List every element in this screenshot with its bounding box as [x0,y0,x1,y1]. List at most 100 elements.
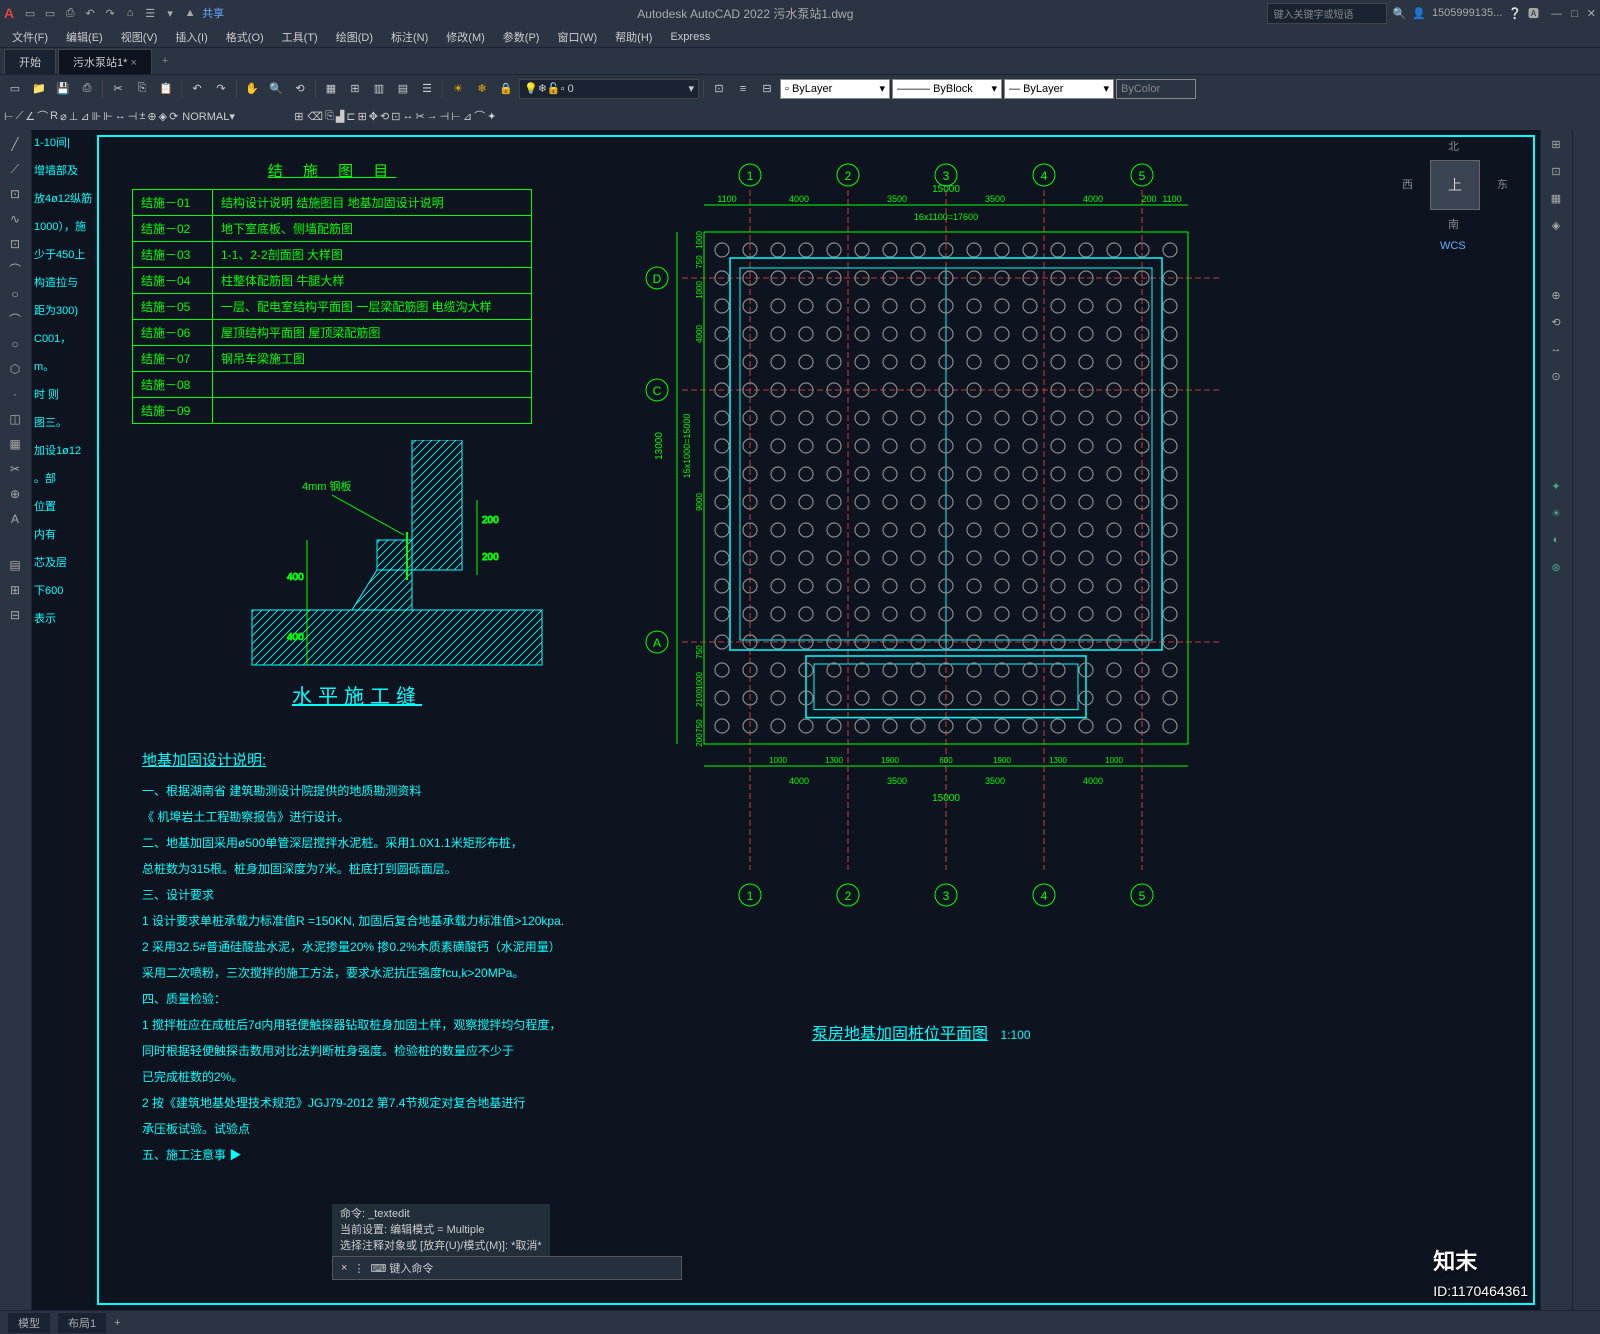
mod-fillet-icon[interactable]: ⌒ [474,108,485,124]
block-icon[interactable]: ⬡ [2,357,28,381]
layer-combo[interactable]: 💡❄🔓▫ 0▾ [519,79,699,99]
cmd-handle-icon[interactable]: ⋮ [353,1262,364,1275]
dim-space-icon[interactable]: ↔ [115,110,126,122]
qat-redo-icon[interactable]: ↷ [102,5,118,21]
pan-icon[interactable]: ✋ [241,78,263,100]
qat-save-icon[interactable]: ⎙ [62,5,78,21]
qat-share-label[interactable]: 共享 [202,5,224,21]
help-icon[interactable]: ❔ [1508,7,1522,20]
menu-file[interactable]: 文件(F) [4,27,56,47]
dim-angular-icon[interactable]: ∠ [25,110,35,123]
mod-trim-icon[interactable]: ✂ [415,110,424,123]
layerstate-icon[interactable]: ⊡ [708,78,730,100]
rpan12-icon[interactable]: ⊛ [1543,555,1569,579]
mod-join-icon[interactable]: ⊢ [451,110,461,123]
dim-baseline-icon[interactable]: ⊪ [92,110,102,123]
make-block-icon[interactable]: ⊞ [2,578,28,602]
tab-close-icon[interactable]: × [130,57,136,69]
qat-home-icon[interactable]: ⌂ [122,5,138,21]
point-icon[interactable]: · [2,382,28,406]
dim-ordinate-icon[interactable]: ⊥ [69,110,79,123]
menu-dimension[interactable]: 标注(N) [383,27,436,47]
mod-offset-icon[interactable]: ⊏ [346,110,355,123]
zoom-icon[interactable]: 🔍 [265,78,287,100]
layout-tab[interactable]: 布局1 [58,1313,106,1333]
undo2-icon[interactable]: ↶ [186,78,208,100]
dim-break-icon[interactable]: ⊣ [128,110,138,123]
line-icon[interactable]: ╱ [2,132,28,156]
rpan5-icon[interactable]: ⊕ [1543,283,1569,307]
rpan6-icon[interactable]: ⟲ [1543,310,1569,334]
print-icon[interactable]: ⎙ [76,78,98,100]
menu-format[interactable]: 格式(O) [218,27,272,47]
mod-array-icon[interactable]: ⊞ [358,110,367,123]
paste-icon[interactable]: 📋 [155,78,177,100]
props-icon[interactable]: ▦ [320,78,342,100]
drawing-canvas[interactable]: 结 施 图 目 结施－01结构设计说明 结施图目 地基加固设计说明结施－02地下… [92,130,1540,1310]
mod-mirror-icon[interactable]: ▟ [336,110,344,123]
menu-modify[interactable]: 修改(M) [438,27,493,47]
spline-icon[interactable]: ⌒ [2,307,28,331]
lineweight-combo[interactable]: — ByLayer▾ [1004,79,1114,99]
cmd-close-icon[interactable]: × [341,1262,347,1274]
mod-stretch-icon[interactable]: ↔ [402,110,413,122]
orbit-icon[interactable]: ⟲ [289,78,311,100]
cut-icon[interactable]: ✂ [107,78,129,100]
autodesk-icon[interactable]: 🅰 [1528,5,1539,21]
rpan8-icon[interactable]: ⊙ [1543,364,1569,388]
toolpalette-icon[interactable]: ▥ [368,78,390,100]
dim-arc-icon[interactable]: ⌒ [37,108,48,124]
qat-dropdown-icon[interactable]: ▾ [162,5,178,21]
layermatch-icon[interactable]: ≡ [732,78,754,100]
tab-start[interactable]: 开始 [4,49,56,74]
designcenter-icon[interactable]: ⊞ [344,78,366,100]
mod-break-icon[interactable]: ⊣ [440,110,450,123]
rpan4-icon[interactable]: ◈ [1543,213,1569,237]
close-button[interactable]: ✕ [1587,8,1596,20]
edit-block-icon[interactable]: ⊟ [2,603,28,627]
dim-jogged-icon[interactable]: ⊿ [80,110,89,123]
menu-help[interactable]: 帮助(H) [607,27,660,47]
rpan11-icon[interactable]: ◐ [1543,528,1569,552]
layer2-icon[interactable]: ❄ [471,78,493,100]
new-icon[interactable]: ▭ [4,78,26,100]
dimstyle-icon[interactable]: ⊞ [294,110,303,123]
maximize-button[interactable]: □ [1571,8,1578,20]
linetype-combo[interactable]: ——— ByBlock▾ [892,79,1002,99]
search-input[interactable]: 键入关键字或短语 [1267,3,1387,24]
dim-tolerance-icon[interactable]: ± [139,110,145,122]
viewcube-top[interactable]: 上 [1430,160,1480,210]
menu-insert[interactable]: 插入(I) [167,27,215,47]
layer3-icon[interactable]: 🔒 [495,78,517,100]
rpan2-icon[interactable]: ⊡ [1543,159,1569,183]
viewcube[interactable]: 北 南 西 东 上 WCS [1410,140,1500,230]
dim-linear-icon[interactable]: ⊢ [4,110,14,123]
dim-update-icon[interactable]: ⟳ [169,110,178,123]
rpan3-icon[interactable]: ▦ [1543,186,1569,210]
mod-erase-icon[interactable]: ⌫ [308,110,324,123]
menu-tools[interactable]: 工具(T) [274,27,326,47]
dim-diameter-icon[interactable]: ⌀ [60,110,67,123]
xline-icon[interactable]: ⟋ [2,157,28,181]
qat-menu-icon[interactable]: ☰ [142,5,158,21]
plotstyle-combo[interactable]: ByColor [1116,79,1196,99]
copy-icon[interactable]: ⎘ [131,78,153,100]
menu-view[interactable]: 视图(V) [113,27,166,47]
rpan10-icon[interactable]: ☀ [1543,501,1569,525]
menu-express[interactable]: Express [662,29,718,45]
user-name[interactable]: 1505999135... [1432,7,1502,19]
color-combo[interactable]: ▫ ByLayer▾ [780,79,890,99]
search-icon[interactable]: 🔍 [1393,7,1407,20]
mod-explode-icon[interactable]: ✦ [487,110,496,123]
gradient-icon[interactable]: ▦ [2,432,28,456]
mod-scale-icon[interactable]: ⊡ [391,110,400,123]
layer1-icon[interactable]: ☀ [447,78,469,100]
menu-window[interactable]: 窗口(W) [549,27,605,47]
rpan7-icon[interactable]: ↔ [1543,337,1569,361]
qat-undo-icon[interactable]: ↶ [82,5,98,21]
polygon-icon[interactable]: ∿ [2,207,28,231]
model-tab[interactable]: 模型 [8,1313,50,1333]
rpan9-icon[interactable]: ✦ [1543,474,1569,498]
rpan1-icon[interactable]: ⊞ [1543,132,1569,156]
menu-edit[interactable]: 编辑(E) [58,27,111,47]
